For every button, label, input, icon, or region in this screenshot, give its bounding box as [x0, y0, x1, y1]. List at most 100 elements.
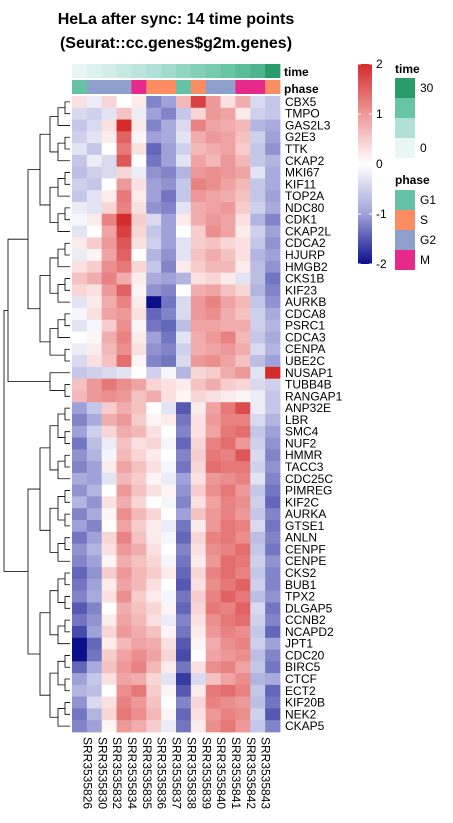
- heatmap-cell: [190, 472, 207, 486]
- heatmap-cell: [131, 202, 147, 215]
- heatmap-cell: [265, 237, 281, 250]
- heatmap-cell: [265, 567, 281, 580]
- heatmap-cell: [190, 272, 207, 285]
- heatmap-cell: [146, 590, 162, 603]
- heatmap-cell: [250, 496, 266, 509]
- heatmap-cell: [250, 684, 266, 698]
- heatmap-cell: [235, 437, 251, 450]
- heatmap-cell: [72, 402, 88, 415]
- heatmap-cell: [220, 296, 236, 309]
- dendrogram-branch: [49, 186, 58, 224]
- heatmap-cell: [205, 425, 221, 438]
- heatmap-cell: [72, 202, 88, 215]
- heatmap-cell: [116, 684, 132, 698]
- heatmap-cell: [205, 555, 221, 568]
- heatmap-cell: [72, 190, 88, 203]
- heatmap-cell: [101, 484, 117, 497]
- heatmap-cell: [190, 496, 207, 509]
- row-label: HMGB2: [285, 260, 328, 274]
- row-label: CKS2: [285, 566, 317, 580]
- heatmap-cell: [116, 472, 132, 486]
- heatmap-cell: [250, 637, 266, 650]
- heatmap-cell: [190, 567, 207, 580]
- heatmap-cell: [205, 390, 221, 403]
- heatmap-cell: [235, 449, 251, 462]
- heatmap-cell: [131, 237, 147, 250]
- phase-annotation-cell: [161, 80, 177, 94]
- heatmap-cell: [250, 414, 266, 427]
- heatmap-cell: [190, 461, 207, 474]
- heatmap-cell: [220, 637, 236, 650]
- heatmap-cell: [220, 366, 236, 380]
- heatmap-cell: [131, 402, 147, 415]
- heatmap-cell: [250, 272, 266, 285]
- heatmap-cell: [265, 355, 281, 368]
- heatmap-cell: [116, 531, 132, 544]
- row-label: KIF20B: [285, 696, 325, 710]
- heatmap-cell: [250, 543, 266, 556]
- heatmap-cell: [235, 131, 251, 144]
- phase-legend-label: S: [420, 213, 428, 227]
- heatmap-cell: [131, 390, 147, 403]
- heatmap-cell: [205, 414, 221, 427]
- heatmap-cell: [205, 720, 221, 733]
- heatmap-cell: [220, 319, 236, 332]
- row-label: HMMR: [285, 448, 323, 462]
- heatmap-cell: [205, 202, 221, 215]
- heatmap-cell: [116, 637, 132, 650]
- dendrogram-branch: [57, 578, 65, 603]
- heatmap-cell: [235, 390, 251, 403]
- dendrogram-branch: [27, 169, 40, 310]
- heatmap-cell: [101, 590, 117, 603]
- heatmap-cell: [220, 626, 236, 639]
- heatmap-cell: [205, 520, 221, 533]
- phase-legend-label: G2: [420, 233, 436, 247]
- heatmap-cell: [161, 260, 177, 274]
- heatmap-cell: [146, 213, 162, 226]
- heatmap-cell: [161, 213, 177, 226]
- phase-annotation-cell: [146, 80, 162, 94]
- column-label: SRR3535840: [214, 737, 228, 809]
- heatmap-cell: [235, 249, 251, 262]
- heatmap-cell: [116, 308, 132, 321]
- heatmap-cell: [190, 296, 207, 309]
- heatmap-cell: [205, 661, 221, 674]
- heatmap-cell: [116, 414, 132, 427]
- heatmap-cell: [101, 684, 117, 698]
- dendrogram-branch: [49, 425, 58, 471]
- heatmap-cell: [250, 602, 266, 615]
- heatmap-cell: [176, 366, 192, 380]
- dendrogram-branch: [49, 257, 58, 294]
- heatmap-cell: [176, 437, 192, 450]
- heatmap-cell: [161, 414, 177, 427]
- heatmap-cell: [205, 626, 221, 639]
- heatmap-cell: [161, 390, 177, 403]
- row-label: PIMREG: [285, 484, 332, 498]
- dendrogram-branch: [49, 507, 58, 553]
- heatmap-cell: [131, 154, 147, 168]
- row-label: CDK1: [285, 213, 317, 227]
- value-color-bar: [358, 64, 372, 264]
- heatmap-cell: [146, 96, 162, 109]
- heatmap-cell: [265, 461, 281, 474]
- heatmap-cell: [72, 684, 88, 698]
- heatmap-cell: [101, 614, 117, 627]
- heatmap-cell: [265, 496, 281, 509]
- dendrogram-branch: [64, 490, 70, 503]
- heatmap-cell: [220, 425, 236, 438]
- heatmap-cell: [161, 649, 177, 662]
- heatmap-cell: [220, 308, 236, 321]
- heatmap-cell: [146, 378, 162, 391]
- heatmap-cell: [146, 319, 162, 332]
- heatmap-cell: [146, 343, 162, 356]
- heatmap-cell: [190, 696, 207, 709]
- heatmap-cell: [72, 590, 88, 603]
- dendrogram-branch: [64, 572, 70, 586]
- heatmap-cell: [116, 567, 132, 580]
- row-label: CENPE: [285, 554, 326, 568]
- heatmap-cell: [205, 543, 221, 556]
- heatmap-cell: [176, 626, 192, 639]
- heatmap-cell: [220, 520, 236, 533]
- heatmap-cell: [235, 225, 251, 238]
